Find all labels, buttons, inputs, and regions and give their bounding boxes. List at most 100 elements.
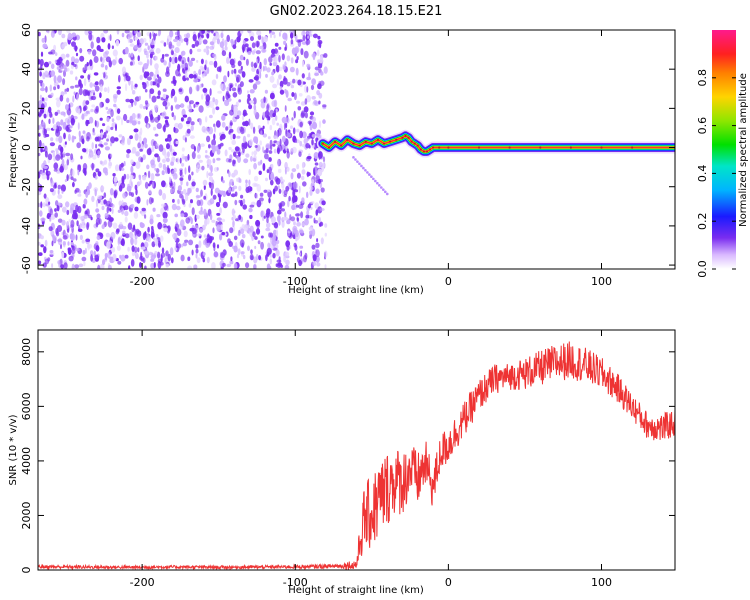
noise-dot [45, 97, 48, 102]
noise-dot [65, 59, 70, 67]
noise-dot [321, 200, 326, 206]
noise-dot [134, 83, 138, 88]
noise-dot [38, 252, 43, 256]
noise-dot [240, 65, 243, 71]
noise-dot [75, 247, 80, 252]
noise-dot [105, 56, 111, 63]
noise-dot [146, 199, 149, 206]
noise-dot [79, 55, 85, 62]
noise-dot [236, 135, 241, 139]
noise-dot [78, 88, 83, 96]
noise-dot [170, 92, 173, 99]
noise-dot [134, 237, 138, 246]
noise-dot [55, 97, 61, 101]
noise-dot [44, 145, 48, 154]
noise-dot [249, 204, 255, 208]
noise-dot [120, 254, 126, 262]
noise-dot [125, 75, 131, 82]
y-tick-label: -40 [20, 217, 33, 235]
noise-dot [309, 230, 313, 235]
noise-dot [241, 115, 245, 121]
noise-dot [296, 172, 301, 179]
noise-dot [40, 51, 44, 57]
noise-dot [95, 222, 99, 228]
noise-dot [56, 204, 60, 212]
noise-dot [150, 173, 155, 181]
noise-dot [354, 158, 357, 161]
noise-dot [39, 210, 43, 217]
track-point [413, 142, 416, 145]
noise-dot [300, 48, 304, 56]
noise-dot [249, 214, 253, 220]
noise-dot [96, 45, 101, 51]
noise-dot [172, 173, 178, 180]
snr-series-line [38, 341, 675, 570]
noise-dot [207, 126, 214, 135]
noise-dot [184, 239, 189, 243]
noise-dot [364, 168, 367, 172]
noise-dot [209, 213, 213, 221]
noise-dot [42, 202, 46, 208]
noise-dot [290, 216, 296, 222]
noise-dot [263, 58, 267, 66]
noise-dot [182, 242, 188, 247]
noise-dot [38, 113, 42, 117]
noise-dot [70, 242, 74, 246]
noise-dot [279, 89, 285, 95]
noise-dot [93, 72, 99, 76]
noise-dot [57, 202, 62, 206]
noise-dot [111, 59, 117, 66]
noise-dot [229, 227, 234, 234]
noise-dot [195, 84, 200, 92]
noise-dot [305, 143, 310, 149]
noise-dot [297, 106, 302, 111]
noise-dot [70, 64, 74, 70]
noise-dot [109, 207, 112, 212]
y-tick-label: -60 [20, 256, 33, 274]
noise-dot [269, 62, 273, 66]
noise-dot [100, 56, 103, 62]
noise-dot [309, 111, 315, 116]
noise-dot [174, 223, 179, 230]
noise-dot [65, 53, 70, 58]
noise-dot [230, 132, 233, 141]
noise-dot [264, 110, 270, 119]
noise-dot [82, 89, 88, 97]
noise-dot [150, 41, 154, 46]
noise-dot [199, 118, 202, 126]
noise-dot [56, 99, 61, 108]
noise-dot [226, 263, 232, 268]
noise-dot [163, 60, 167, 66]
noise-dot [70, 203, 75, 211]
noise-dot [317, 134, 322, 139]
noise-dot [277, 144, 283, 152]
noise-dot [254, 145, 258, 148]
noise-dot [110, 246, 116, 253]
noise-dot [123, 113, 128, 122]
noise-dot [139, 38, 144, 45]
noise-dot [258, 170, 262, 175]
noise-dot [169, 183, 174, 187]
noise-dot [216, 157, 221, 161]
noise-dot [293, 221, 296, 226]
noise-dot [223, 75, 227, 83]
noise-dot [245, 58, 249, 66]
noise-dot [127, 137, 131, 144]
noise-dot [124, 216, 128, 223]
noise-dot [85, 238, 91, 242]
noise-dot [40, 244, 44, 248]
noise-dot [276, 259, 282, 263]
noise-dot [146, 148, 152, 156]
noise-dot [312, 261, 317, 266]
noise-dot [172, 53, 177, 57]
noise-dot [140, 246, 146, 250]
noise-dot [296, 164, 300, 170]
noise-dot [100, 144, 104, 148]
noise-dot [318, 41, 322, 49]
noise-dot [110, 153, 113, 158]
noise-dot [312, 52, 316, 61]
noise-dot [111, 118, 115, 123]
noise-dot [151, 146, 155, 152]
noise-dot [151, 181, 154, 188]
noise-dot [180, 213, 185, 218]
